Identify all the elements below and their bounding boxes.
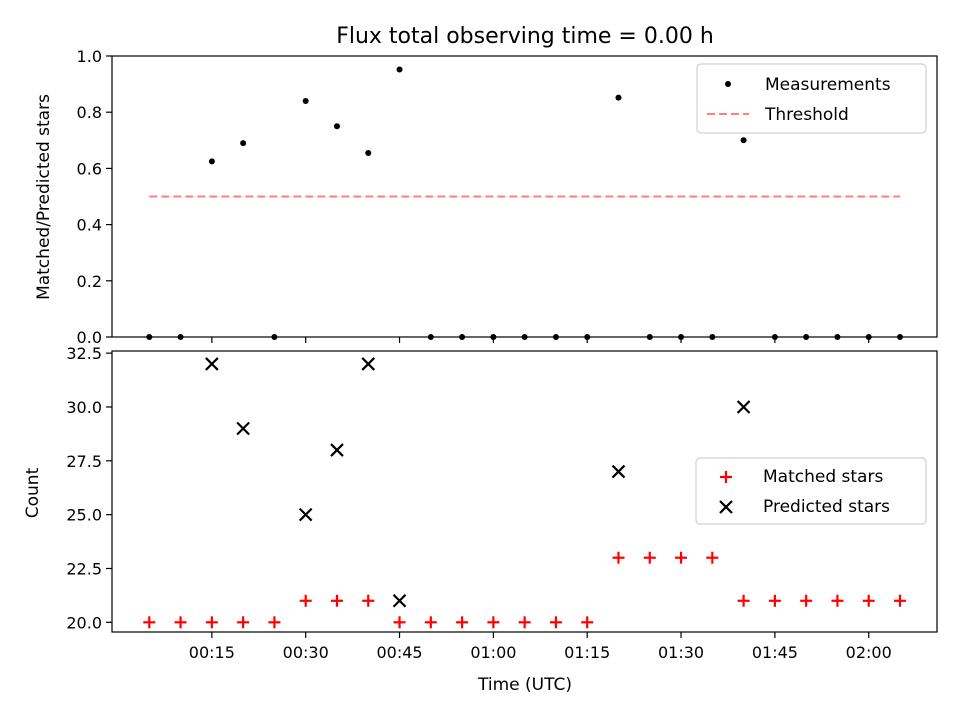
x-axis-label-time: Time (UTC) bbox=[477, 675, 572, 695]
matched-star-point bbox=[518, 616, 531, 629]
matched-star-point bbox=[675, 551, 688, 564]
y-tick-label: 1.0 bbox=[77, 47, 102, 66]
matched-star-point bbox=[737, 594, 750, 607]
measurement-point bbox=[240, 140, 247, 147]
x-tick-label: 01:30 bbox=[658, 643, 704, 662]
x-tick-label: 00:30 bbox=[283, 643, 329, 662]
matched-star-point bbox=[393, 616, 406, 629]
x-tick-label: 02:00 bbox=[846, 643, 892, 662]
bottom-plot-marks bbox=[143, 357, 906, 629]
matched-star-point bbox=[237, 616, 250, 629]
legend-label-matched-stars: Matched stars bbox=[763, 467, 883, 487]
legend-marker-predicted-stars bbox=[719, 500, 733, 514]
y-tick-label: 0.8 bbox=[77, 103, 102, 122]
measurement-point bbox=[396, 66, 403, 73]
matched-star-point bbox=[706, 551, 719, 564]
top-plot-marks bbox=[146, 66, 903, 340]
y-tick-label: 22.5 bbox=[66, 559, 102, 578]
measurement-point bbox=[333, 123, 340, 130]
x-tick-label: 00:15 bbox=[189, 643, 235, 662]
predicted-star-point bbox=[611, 464, 626, 479]
y-tick-label: 20.0 bbox=[66, 613, 102, 632]
matched-star-point bbox=[424, 616, 437, 629]
matched-star-point bbox=[174, 616, 187, 629]
y-tick-label: 27.5 bbox=[66, 452, 102, 471]
bottom-axes-frame bbox=[111, 350, 938, 633]
matched-star-point bbox=[205, 616, 218, 629]
measurement-point bbox=[302, 97, 309, 104]
matched-star-point bbox=[894, 594, 906, 607]
matched-star-point bbox=[862, 594, 875, 607]
predicted-star-point bbox=[236, 421, 250, 436]
y-tick-label: 25.0 bbox=[66, 506, 102, 525]
measurement-point bbox=[208, 158, 215, 165]
star-count-panel: Count Time (UTC) 20.0 22.5 25.0 27.5 30.0 32.… bbox=[23, 344, 938, 695]
flux-ratio-panel: Flux total observing time = 0.00 h Match… bbox=[34, 24, 938, 347]
matched-star-point bbox=[768, 594, 781, 607]
top-axes-frame bbox=[111, 55, 938, 338]
matched-star-point bbox=[831, 594, 844, 607]
matched-star-point bbox=[581, 616, 594, 629]
legend-frame bbox=[695, 457, 927, 525]
y-tick-label: 0.0 bbox=[77, 328, 102, 347]
y-tick-label: 0.4 bbox=[77, 216, 102, 235]
predicted-star-point bbox=[392, 593, 407, 608]
x-tick-label: 01:00 bbox=[470, 643, 516, 662]
top-legend: Measurements Threshold bbox=[696, 63, 927, 134]
matched-star-point bbox=[487, 616, 500, 629]
bottom-axes-ticks: 20.0 22.5 25.0 27.5 30.0 32.5 00:15 00:30 00:45 0… bbox=[66, 344, 891, 662]
legend-label-threshold: Threshold bbox=[764, 105, 849, 125]
matched-star-point bbox=[643, 551, 656, 564]
y-tick-label: 32.5 bbox=[66, 344, 102, 363]
matched-star-point bbox=[612, 551, 625, 564]
matched-star-point bbox=[143, 616, 156, 629]
legend-label-predicted-stars: Predicted stars bbox=[763, 497, 890, 517]
y-axis-label-count: Count bbox=[23, 467, 43, 518]
matched-star-point bbox=[549, 616, 562, 629]
x-tick-label: 01:15 bbox=[564, 643, 610, 662]
matched-star-point bbox=[299, 594, 312, 607]
predicted-star-point bbox=[298, 507, 313, 522]
legend-marker-measurements bbox=[725, 81, 731, 87]
chart-title: Flux total observing time = 0.00 h bbox=[336, 24, 714, 49]
matched-star-point bbox=[330, 594, 343, 607]
matched-star-point bbox=[456, 616, 469, 629]
y-tick-label: 0.2 bbox=[77, 272, 102, 291]
x-tick-label: 00:45 bbox=[376, 643, 422, 662]
y-axis-label-ratio: Matched/Predicted stars bbox=[34, 94, 54, 300]
predicted-star-point bbox=[736, 400, 751, 414]
measurement-point bbox=[365, 149, 372, 156]
predicted-star-point bbox=[330, 443, 344, 457]
measurement-point bbox=[740, 137, 747, 144]
top-axes-ticks: 0.0 0.2 0.4 0.6 0.8 1.0 bbox=[77, 47, 870, 347]
matched-star-point bbox=[800, 594, 813, 607]
x-tick-label: 01:45 bbox=[752, 643, 798, 662]
predicted-star-point bbox=[205, 357, 219, 371]
legend-marker-matched-stars bbox=[720, 471, 732, 483]
legend-frame bbox=[696, 63, 927, 134]
predicted-star-point bbox=[361, 357, 376, 371]
matched-star-point bbox=[362, 594, 375, 607]
bottom-legend: Matched stars Predicted stars bbox=[695, 457, 927, 525]
y-tick-label: 30.0 bbox=[66, 398, 102, 417]
legend-label-measurements: Measurements bbox=[765, 75, 891, 95]
measurement-point bbox=[615, 94, 622, 101]
y-tick-label: 0.6 bbox=[77, 159, 102, 178]
matched-star-point bbox=[268, 616, 281, 629]
